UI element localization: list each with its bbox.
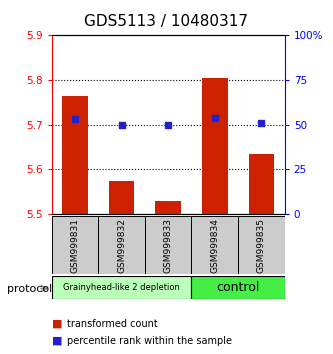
Bar: [248, 154, 274, 214]
Bar: [155, 201, 181, 214]
Text: Grainyhead-like 2 depletion: Grainyhead-like 2 depletion: [63, 283, 180, 292]
FancyBboxPatch shape: [98, 216, 145, 274]
FancyBboxPatch shape: [145, 216, 191, 274]
Text: GSM999831: GSM999831: [70, 218, 80, 273]
Text: ■: ■: [52, 319, 62, 329]
Bar: [202, 78, 228, 214]
Text: GSM999833: GSM999833: [164, 218, 173, 273]
Text: percentile rank within the sample: percentile rank within the sample: [67, 336, 231, 346]
Text: transformed count: transformed count: [67, 319, 158, 329]
FancyBboxPatch shape: [52, 216, 98, 274]
FancyBboxPatch shape: [238, 216, 285, 274]
Text: protocol: protocol: [7, 284, 52, 293]
FancyBboxPatch shape: [191, 216, 238, 274]
Point: [259, 120, 264, 126]
Text: control: control: [216, 281, 260, 294]
Bar: [62, 96, 88, 214]
Text: GSM999834: GSM999834: [210, 218, 219, 273]
Point: [72, 116, 78, 122]
Point: [212, 115, 217, 120]
Point: [166, 122, 171, 127]
Bar: [109, 181, 134, 214]
FancyBboxPatch shape: [52, 276, 191, 299]
Text: GSM999835: GSM999835: [257, 218, 266, 273]
Text: GSM999832: GSM999832: [117, 218, 126, 273]
Text: GDS5113 / 10480317: GDS5113 / 10480317: [85, 14, 248, 29]
Point: [119, 122, 124, 127]
FancyBboxPatch shape: [191, 276, 285, 299]
Text: ■: ■: [52, 336, 62, 346]
